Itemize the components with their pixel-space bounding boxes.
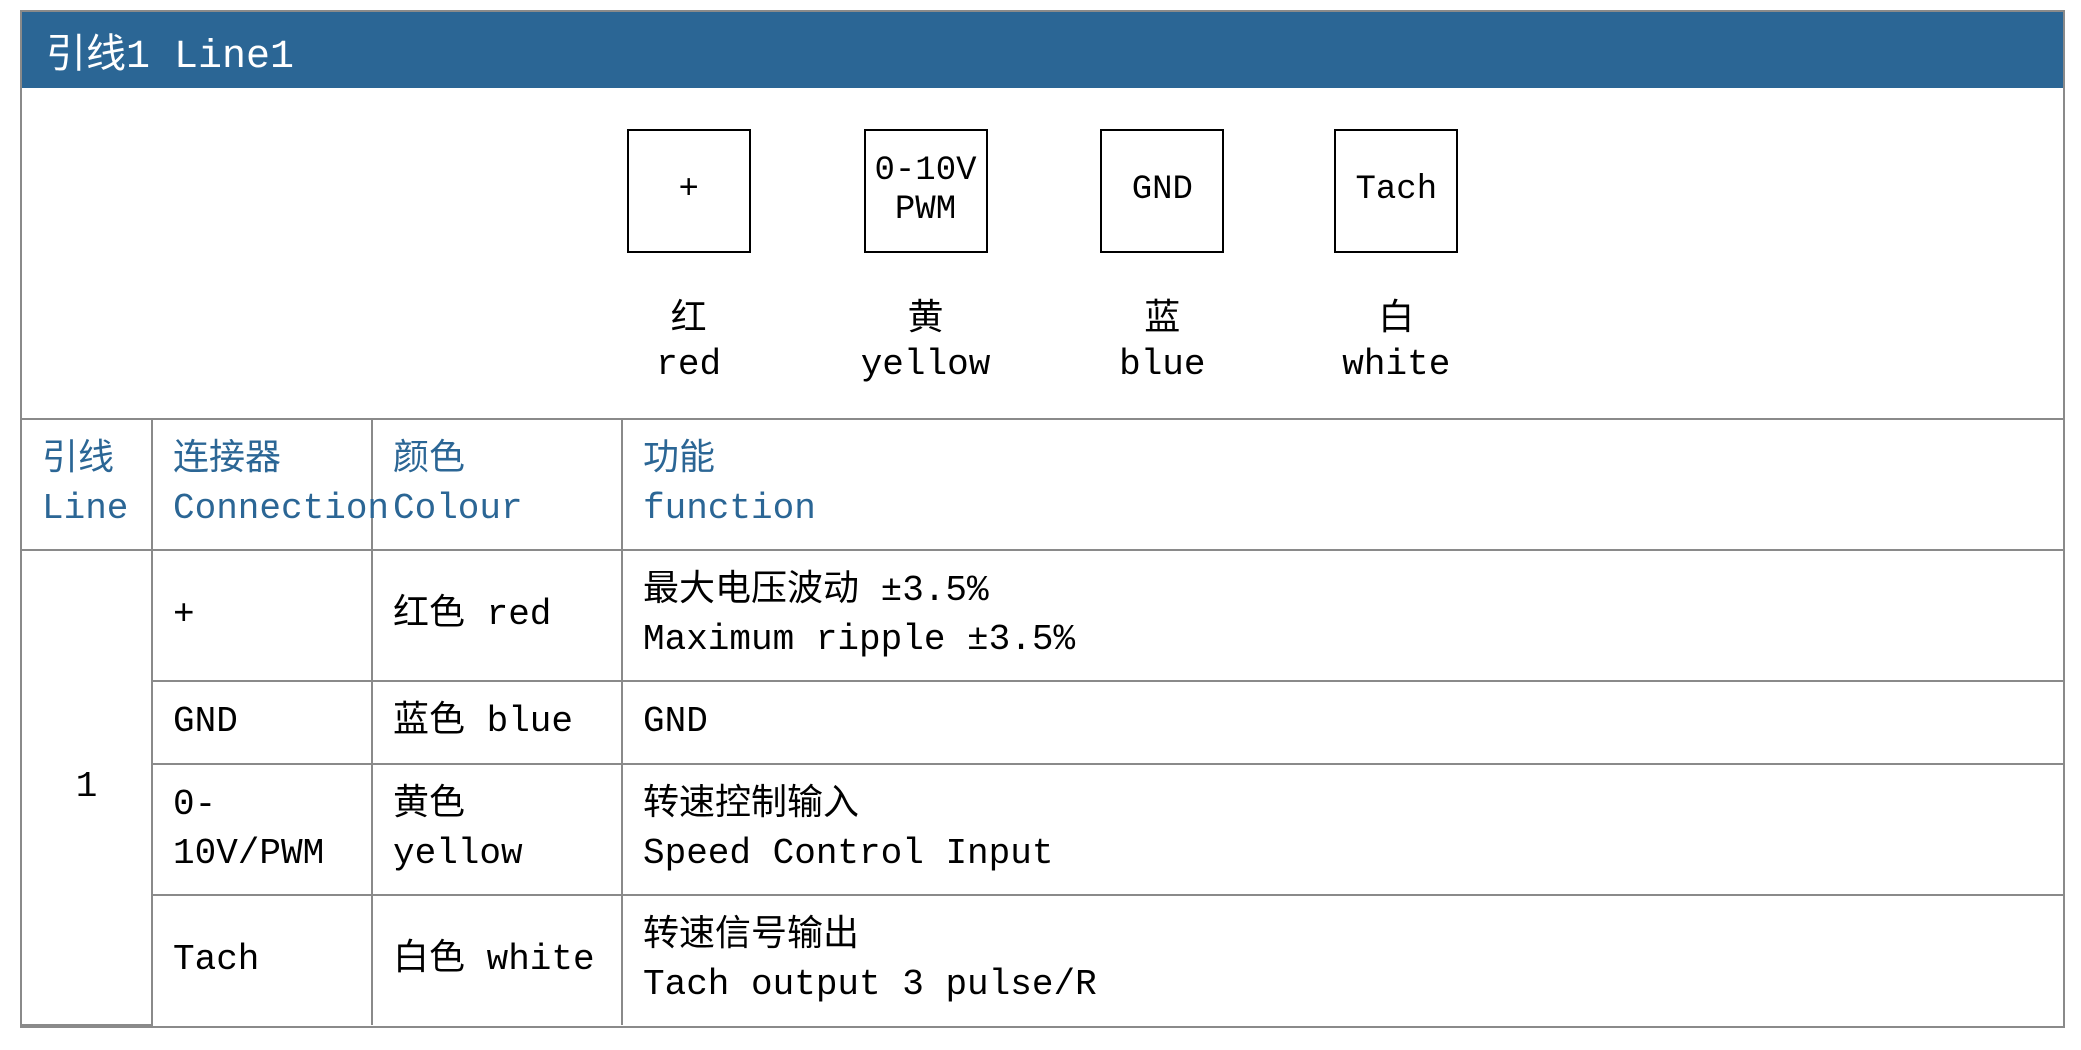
pin: Tach 白white <box>1334 129 1458 387</box>
pin-box: GND <box>1100 129 1224 253</box>
pin-label: 白white <box>1342 297 1450 387</box>
cell-function: 转速信号输出Tach output 3 pulse/R <box>622 895 2063 1025</box>
cell-connection: 0-10V/PWM <box>152 764 372 895</box>
section-header: 引线1 Line1 <box>22 12 2063 88</box>
section-title: 引线1 Line1 <box>46 21 294 80</box>
col-header-line: 引线Line <box>22 420 152 550</box>
pin: 0-10V PWM 黄yellow <box>861 129 991 387</box>
table-header-row: 引线Line 连接器Connection 颜色Colour 功能function <box>22 420 2063 550</box>
cell-colour: 蓝色 blue <box>372 681 622 764</box>
pin: + 红red <box>627 129 751 387</box>
cell-function: 转速控制输入Speed Control Input <box>622 764 2063 895</box>
cell-connection: + <box>152 550 372 681</box>
cell-line-no: 1 <box>22 550 152 1025</box>
pin-label: 黄yellow <box>861 297 991 387</box>
cell-colour: 红色 red <box>372 550 622 681</box>
cell-colour: 白色 white <box>372 895 622 1025</box>
cell-connection: Tach <box>152 895 372 1025</box>
table-row: GND 蓝色 blue GND <box>22 681 2063 764</box>
col-header-connection: 连接器Connection <box>152 420 372 550</box>
pin-box: Tach <box>1334 129 1458 253</box>
cell-function: 最大电压波动 ±3.5%Maximum ripple ±3.5% <box>622 550 2063 681</box>
pin-label: 蓝blue <box>1119 297 1205 387</box>
table-row: Tach 白色 white 转速信号输出Tach output 3 pulse/… <box>22 895 2063 1025</box>
table-row: 0-10V/PWM 黄色 yellow 转速控制输入Speed Control … <box>22 764 2063 895</box>
spec-table: 引线Line 连接器Connection 颜色Colour 功能function… <box>22 420 2063 1026</box>
pin-diagram: + 红red 0-10V PWM 黄yellow GND 蓝blue Tach … <box>22 88 2063 420</box>
pin-label: 红red <box>656 297 721 387</box>
pin-box: + <box>627 129 751 253</box>
cell-connection: GND <box>152 681 372 764</box>
table-row: 1 + 红色 red 最大电压波动 ±3.5%Maximum ripple ±3… <box>22 550 2063 681</box>
pin-box: 0-10V PWM <box>864 129 988 253</box>
col-header-colour: 颜色Colour <box>372 420 622 550</box>
spec-sheet: 引线1 Line1 + 红red 0-10V PWM 黄yellow GND 蓝… <box>20 10 2065 1028</box>
pin: GND 蓝blue <box>1100 129 1224 387</box>
col-header-function: 功能function <box>622 420 2063 550</box>
cell-colour: 黄色 yellow <box>372 764 622 895</box>
cell-function: GND <box>622 681 2063 764</box>
